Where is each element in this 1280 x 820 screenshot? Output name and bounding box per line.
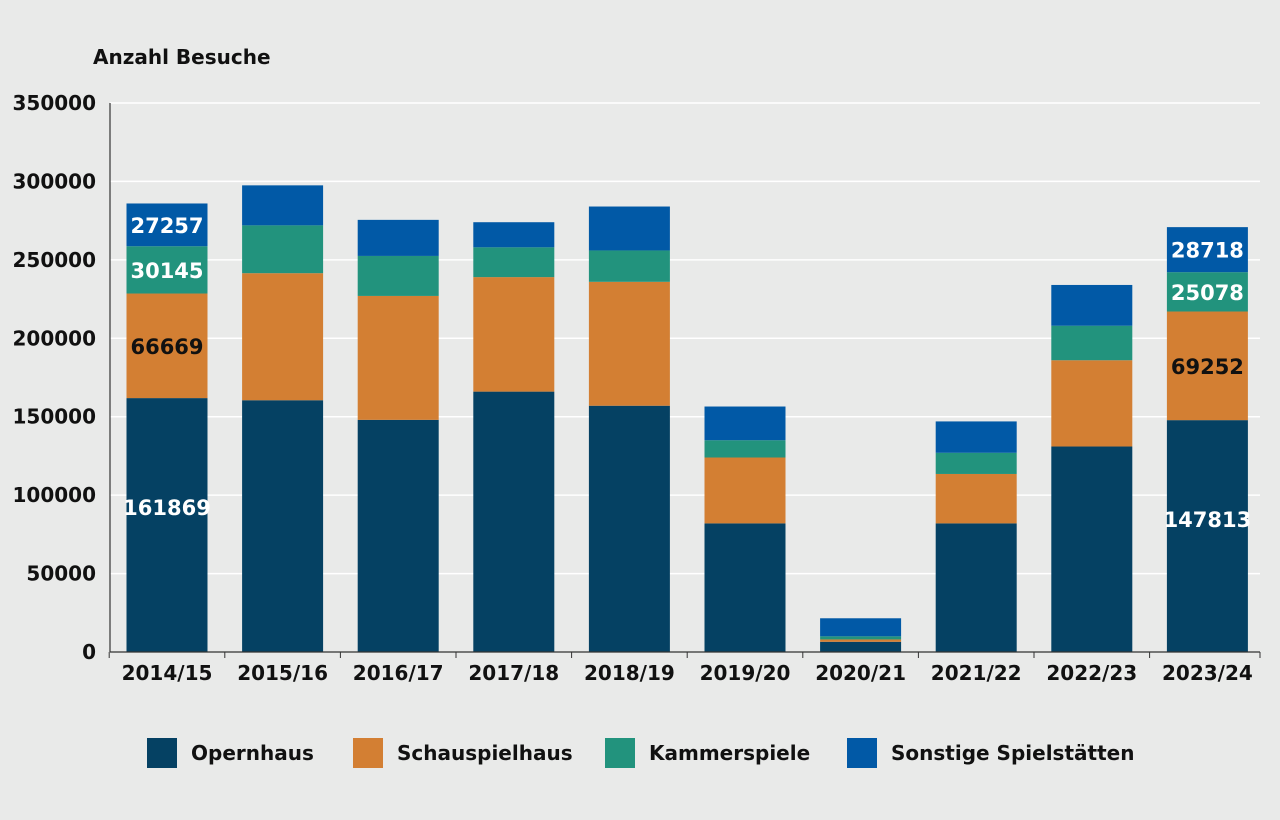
bar-segment-schauspielhaus bbox=[820, 639, 902, 642]
bar-segment-schauspielhaus bbox=[588, 281, 670, 406]
bar-segment-sonstige-spielstaetten bbox=[1166, 227, 1248, 273]
bar-segment-opernhaus bbox=[126, 398, 208, 652]
bar-segment-sonstige-spielstaetten bbox=[473, 222, 555, 248]
data-labels-layer: 161869 66669 30145 27257 147813 69252 25078 287… bbox=[123, 214, 1251, 532]
axis-layer: 0 50000 100000 150000 200000 250000 300000 3500… bbox=[13, 91, 1261, 685]
y-tick-label: 0 bbox=[82, 640, 96, 664]
bar-segment-opernhaus bbox=[1166, 420, 1248, 652]
bar-segment-opernhaus bbox=[242, 400, 324, 652]
y-tick-label: 150000 bbox=[13, 405, 97, 429]
legend-swatch-schauspielhaus bbox=[353, 738, 383, 768]
legend-label-kammerspiele: Kammerspiele bbox=[649, 741, 811, 765]
x-tick-label: 2018/19 bbox=[584, 661, 675, 685]
legend-item-kammerspiele: Kammerspiele bbox=[605, 730, 810, 776]
bar-segment-opernhaus bbox=[473, 391, 555, 652]
data-label-sonstige-spielstaetten: 27257 bbox=[130, 214, 203, 238]
bar-segment-schauspielhaus bbox=[935, 473, 1017, 524]
legend-label-schauspielhaus: Schauspielhaus bbox=[397, 741, 573, 765]
bar-segment-opernhaus bbox=[357, 419, 439, 652]
legend-label-sonstige-spielstaetten: Sonstige Spielstätten bbox=[891, 741, 1135, 765]
bar-segment-sonstige-spielstaetten bbox=[704, 406, 786, 441]
bar-segment-kammerspiele bbox=[1051, 325, 1133, 361]
x-tick-label: 2017/18 bbox=[468, 661, 559, 685]
data-label-opernhaus: 147813 bbox=[1164, 508, 1252, 532]
bar-segment-kammerspiele bbox=[357, 255, 439, 296]
bar-segment-opernhaus bbox=[820, 641, 902, 652]
bar-segment-schauspielhaus bbox=[1051, 360, 1133, 447]
x-tick-label: 2014/15 bbox=[122, 661, 213, 685]
data-label-schauspielhaus: 69252 bbox=[1171, 355, 1244, 379]
bar-segment-sonstige-spielstaetten bbox=[126, 203, 208, 247]
bar-segment-schauspielhaus bbox=[357, 295, 439, 420]
data-label-opernhaus: 161869 bbox=[123, 496, 211, 520]
y-tick-label: 200000 bbox=[13, 326, 97, 350]
y-tick-label: 300000 bbox=[13, 169, 97, 193]
bar-segment-opernhaus bbox=[935, 523, 1017, 652]
bar-segment-sonstige-spielstaetten bbox=[588, 206, 670, 251]
legend-item-opernhaus: Opernhaus bbox=[147, 730, 314, 776]
bar-segment-sonstige-spielstaetten bbox=[935, 421, 1017, 453]
legend: Opernhaus Schauspielhaus Kammerspiele So… bbox=[0, 730, 1280, 776]
x-tick-label: 2022/23 bbox=[1046, 661, 1137, 685]
bar-segment-schauspielhaus bbox=[1166, 311, 1248, 421]
bar-segment-kammerspiele bbox=[1166, 272, 1248, 312]
bar-segment-schauspielhaus bbox=[126, 293, 208, 399]
x-tick-label: 2023/24 bbox=[1162, 661, 1253, 685]
bar-segment-schauspielhaus bbox=[473, 277, 555, 392]
bar-segment-kammerspiele bbox=[704, 440, 786, 458]
x-tick-label: 2021/22 bbox=[931, 661, 1022, 685]
bar-segment-kammerspiele bbox=[588, 250, 670, 282]
bar-segment-schauspielhaus bbox=[242, 273, 324, 401]
x-tick-label: 2019/20 bbox=[700, 661, 791, 685]
legend-label-opernhaus: Opernhaus bbox=[191, 741, 314, 765]
data-label-schauspielhaus: 66669 bbox=[130, 335, 203, 359]
y-tick-label: 350000 bbox=[13, 91, 97, 115]
bar-segment-kammerspiele bbox=[126, 246, 208, 294]
y-tick-label: 100000 bbox=[13, 483, 97, 507]
legend-item-sonstige-spielstaetten: Sonstige Spielstätten bbox=[847, 730, 1134, 776]
bar-segment-kammerspiele bbox=[473, 247, 555, 278]
bar-segment-opernhaus bbox=[1051, 446, 1133, 652]
bar-segment-sonstige-spielstaetten bbox=[1051, 284, 1133, 326]
bar-segment-kammerspiele bbox=[935, 452, 1017, 474]
legend-item-schauspielhaus: Schauspielhaus bbox=[353, 730, 573, 776]
bar-segment-kammerspiele bbox=[820, 636, 902, 640]
legend-swatch-kammerspiele bbox=[605, 738, 635, 768]
x-tick-label: 2016/17 bbox=[353, 661, 444, 685]
data-label-kammerspiele: 30145 bbox=[130, 259, 203, 283]
x-tick-label: 2015/16 bbox=[237, 661, 328, 685]
y-axis-label: Anzahl Besuche bbox=[93, 45, 271, 69]
data-label-kammerspiele: 25078 bbox=[1171, 281, 1244, 305]
bar-segment-opernhaus bbox=[588, 405, 670, 652]
x-tick-label: 2020/21 bbox=[815, 661, 906, 685]
bar-segment-schauspielhaus bbox=[704, 457, 786, 524]
bar-segment-opernhaus bbox=[704, 523, 786, 652]
legend-swatch-opernhaus bbox=[147, 738, 177, 768]
y-tick-label: 50000 bbox=[26, 562, 96, 586]
bar-segment-sonstige-spielstaetten bbox=[242, 185, 324, 226]
y-tick-label: 250000 bbox=[13, 248, 97, 272]
bars-layer bbox=[126, 185, 1248, 652]
bar-segment-kammerspiele bbox=[242, 225, 324, 274]
bar-segment-sonstige-spielstaetten bbox=[820, 618, 902, 637]
bar-segment-sonstige-spielstaetten bbox=[357, 219, 439, 256]
data-label-sonstige-spielstaetten: 28718 bbox=[1171, 239, 1244, 263]
legend-swatch-sonstige-spielstaetten bbox=[847, 738, 877, 768]
